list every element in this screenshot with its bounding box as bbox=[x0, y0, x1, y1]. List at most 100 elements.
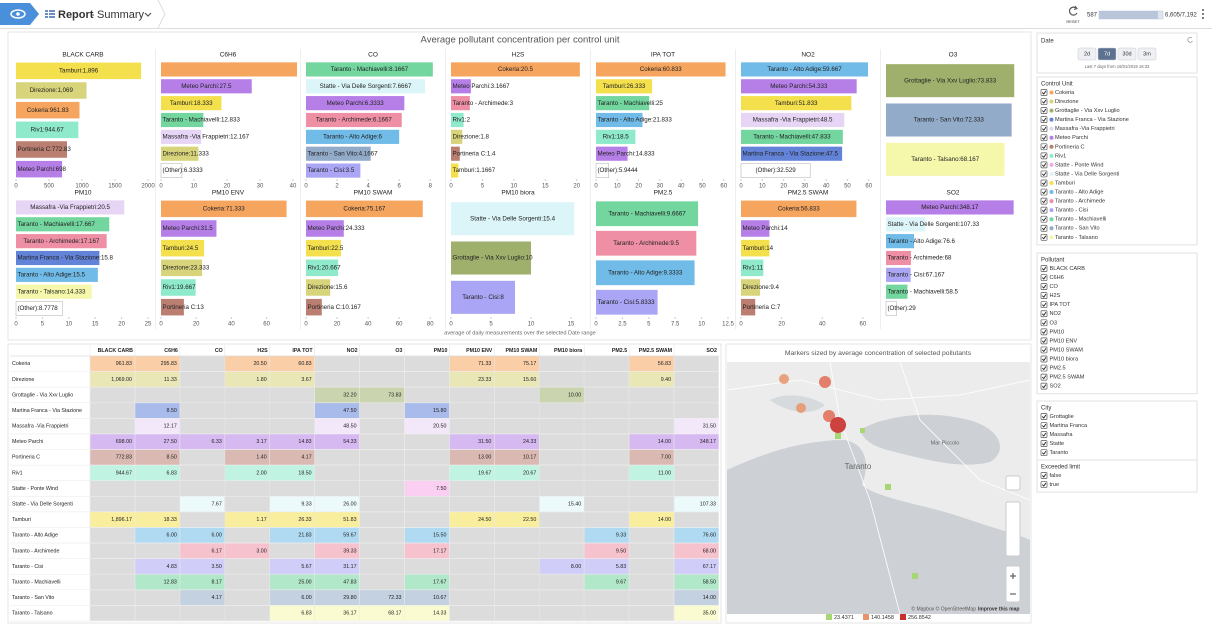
bar[interactable] bbox=[306, 200, 423, 218]
bar[interactable] bbox=[306, 298, 322, 316]
checkbox[interactable] bbox=[1040, 373, 1048, 381]
marker[interactable] bbox=[835, 433, 841, 439]
bar[interactable] bbox=[16, 101, 80, 119]
filter-item[interactable]: Portineria C bbox=[1055, 144, 1085, 150]
filter-item[interactable]: IPA TOT bbox=[1050, 302, 1071, 308]
checkbox[interactable] bbox=[1040, 382, 1048, 390]
fit-button[interactable] bbox=[1005, 475, 1021, 491]
bar[interactable] bbox=[886, 64, 1015, 98]
bar[interactable] bbox=[161, 112, 204, 128]
bar[interactable] bbox=[161, 200, 287, 218]
bar[interactable] bbox=[306, 279, 331, 296]
column-header[interactable]: SO2 bbox=[706, 348, 717, 354]
bar[interactable] bbox=[16, 250, 100, 266]
date-option[interactable] bbox=[1097, 47, 1117, 61]
checkbox[interactable] bbox=[1040, 449, 1048, 457]
bar[interactable] bbox=[161, 96, 222, 111]
reset-icon[interactable] bbox=[1068, 6, 1078, 16]
checkbox[interactable] bbox=[1040, 364, 1048, 372]
bar[interactable] bbox=[16, 234, 107, 249]
bar[interactable] bbox=[451, 62, 580, 77]
checkbox[interactable] bbox=[1040, 233, 1048, 241]
filter-item[interactable]: Massafra bbox=[1050, 432, 1074, 438]
bar[interactable] bbox=[16, 160, 63, 178]
filter-item[interactable]: false bbox=[1050, 473, 1062, 479]
column-header[interactable]: NO2 bbox=[347, 348, 358, 354]
filter-item[interactable]: Martina Franca bbox=[1050, 423, 1089, 429]
bar[interactable] bbox=[596, 289, 658, 315]
checkbox[interactable] bbox=[1040, 481, 1048, 488]
filter-item[interactable]: H2S bbox=[1050, 293, 1061, 299]
filter-item[interactable]: Grottaglie bbox=[1050, 414, 1074, 420]
bar[interactable] bbox=[161, 220, 217, 237]
bar[interactable] bbox=[306, 129, 400, 144]
filter-item[interactable]: Direzione bbox=[1055, 99, 1079, 105]
bar[interactable] bbox=[451, 202, 575, 236]
filter-item[interactable]: Taranto bbox=[1050, 450, 1069, 456]
bar[interactable] bbox=[16, 62, 142, 80]
bar[interactable] bbox=[886, 142, 1005, 176]
checkbox[interactable] bbox=[1040, 328, 1048, 336]
filter-item[interactable]: PM10 ENV bbox=[1050, 338, 1078, 344]
bar[interactable] bbox=[886, 250, 911, 266]
column-header[interactable]: BLACK CARB bbox=[98, 348, 133, 354]
bar[interactable] bbox=[741, 239, 770, 257]
filter-item[interactable]: PM10 SWAM bbox=[1050, 347, 1084, 353]
marker[interactable] bbox=[885, 484, 891, 490]
column-header[interactable]: H2S bbox=[257, 348, 268, 354]
checkbox[interactable] bbox=[1040, 89, 1048, 96]
column-header[interactable]: PM10 SWAM bbox=[505, 348, 537, 354]
checkbox[interactable] bbox=[1040, 265, 1048, 272]
bar[interactable] bbox=[451, 146, 460, 161]
column-header[interactable]: CO bbox=[215, 348, 223, 354]
bar[interactable] bbox=[885, 301, 897, 316]
checkbox[interactable] bbox=[1040, 310, 1048, 318]
column-header[interactable]: PM10 bbox=[434, 348, 448, 354]
checkbox[interactable] bbox=[1040, 472, 1048, 479]
filter-item[interactable]: Cokeria bbox=[1055, 90, 1075, 96]
column-header[interactable]: PM2.5 SWAM bbox=[639, 348, 673, 354]
bar[interactable] bbox=[16, 141, 68, 158]
bar[interactable] bbox=[741, 220, 770, 237]
reset-label[interactable]: RESET bbox=[1066, 19, 1080, 24]
checkbox[interactable] bbox=[1040, 125, 1048, 133]
page-menu-chevron[interactable] bbox=[144, 12, 152, 17]
marker[interactable] bbox=[912, 573, 918, 579]
bar[interactable] bbox=[451, 96, 470, 111]
checkbox[interactable] bbox=[1040, 422, 1048, 429]
filter-item[interactable]: PM10 bbox=[1050, 329, 1065, 335]
bar[interactable] bbox=[741, 200, 857, 218]
filter-item[interactable]: Meteo Parchi bbox=[1055, 135, 1088, 141]
checkbox[interactable] bbox=[1040, 188, 1048, 196]
column-header[interactable]: PM10 biora bbox=[554, 348, 582, 354]
bar[interactable] bbox=[306, 79, 426, 94]
filter-item[interactable]: BLACK CARB bbox=[1050, 266, 1086, 272]
bar[interactable] bbox=[16, 121, 79, 139]
filter-item[interactable]: C6H6 bbox=[1050, 275, 1064, 281]
checkbox[interactable] bbox=[1040, 355, 1048, 363]
checkbox[interactable] bbox=[1040, 107, 1048, 114]
bar[interactable] bbox=[886, 217, 926, 232]
bar[interactable] bbox=[886, 234, 915, 249]
filter-item[interactable]: Taranto - Archimede bbox=[1055, 199, 1105, 205]
bar[interactable] bbox=[306, 163, 361, 178]
marker[interactable] bbox=[779, 374, 789, 384]
bar[interactable] bbox=[596, 260, 695, 286]
checkbox[interactable] bbox=[1040, 283, 1048, 290]
marker[interactable] bbox=[796, 403, 806, 413]
column-header[interactable]: PM10 ENV bbox=[466, 348, 493, 354]
bar[interactable] bbox=[741, 259, 764, 277]
checkbox[interactable] bbox=[1040, 440, 1048, 447]
bar[interactable] bbox=[741, 96, 852, 111]
bar[interactable] bbox=[596, 79, 653, 94]
bar[interactable] bbox=[741, 129, 843, 144]
checkbox[interactable] bbox=[1040, 274, 1048, 281]
bar[interactable] bbox=[451, 163, 459, 178]
filter-item[interactable]: Statte - Via Delle Sorgenti bbox=[1055, 171, 1119, 177]
bar[interactable] bbox=[886, 284, 908, 299]
bar[interactable] bbox=[161, 259, 203, 277]
filter-item[interactable]: PM2.5 SWAM bbox=[1050, 375, 1085, 381]
marker[interactable] bbox=[860, 428, 865, 433]
more-menu[interactable] bbox=[1202, 9, 1204, 19]
bar[interactable] bbox=[596, 62, 726, 77]
